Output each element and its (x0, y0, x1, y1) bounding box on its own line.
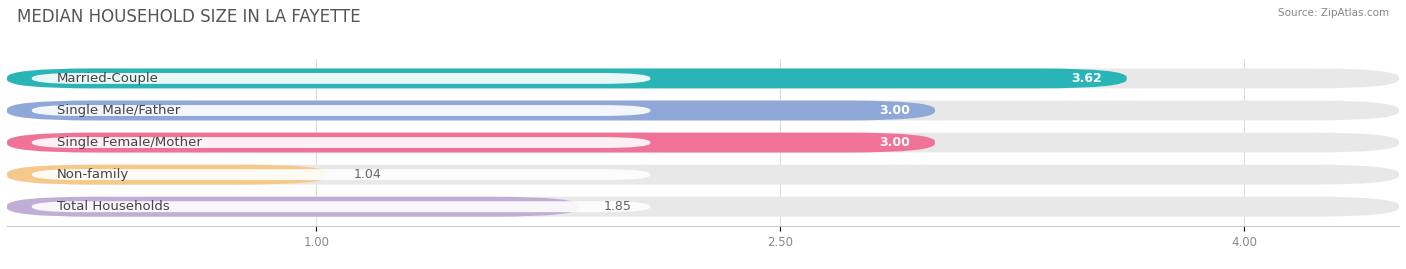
Text: Married-Couple: Married-Couple (56, 72, 159, 85)
FancyBboxPatch shape (7, 165, 329, 185)
Text: Total Households: Total Households (56, 200, 169, 213)
Text: Non-family: Non-family (56, 168, 129, 181)
Text: 1.04: 1.04 (353, 168, 381, 181)
FancyBboxPatch shape (7, 197, 579, 217)
Text: 3.62: 3.62 (1071, 72, 1102, 85)
FancyBboxPatch shape (7, 101, 1399, 121)
FancyBboxPatch shape (32, 169, 651, 180)
FancyBboxPatch shape (7, 165, 1399, 185)
Text: Source: ZipAtlas.com: Source: ZipAtlas.com (1278, 8, 1389, 18)
FancyBboxPatch shape (7, 133, 1399, 153)
FancyBboxPatch shape (7, 197, 1399, 217)
Text: MEDIAN HOUSEHOLD SIZE IN LA FAYETTE: MEDIAN HOUSEHOLD SIZE IN LA FAYETTE (17, 8, 360, 26)
Text: 1.85: 1.85 (605, 200, 631, 213)
FancyBboxPatch shape (7, 101, 935, 121)
FancyBboxPatch shape (32, 137, 651, 148)
FancyBboxPatch shape (7, 69, 1126, 88)
FancyBboxPatch shape (32, 105, 651, 116)
Text: 3.00: 3.00 (879, 104, 910, 117)
FancyBboxPatch shape (32, 73, 651, 84)
FancyBboxPatch shape (7, 133, 935, 153)
Text: Single Female/Mother: Single Female/Mother (56, 136, 201, 149)
FancyBboxPatch shape (32, 201, 651, 212)
Text: Single Male/Father: Single Male/Father (56, 104, 180, 117)
Text: 3.00: 3.00 (879, 136, 910, 149)
FancyBboxPatch shape (7, 69, 1399, 88)
